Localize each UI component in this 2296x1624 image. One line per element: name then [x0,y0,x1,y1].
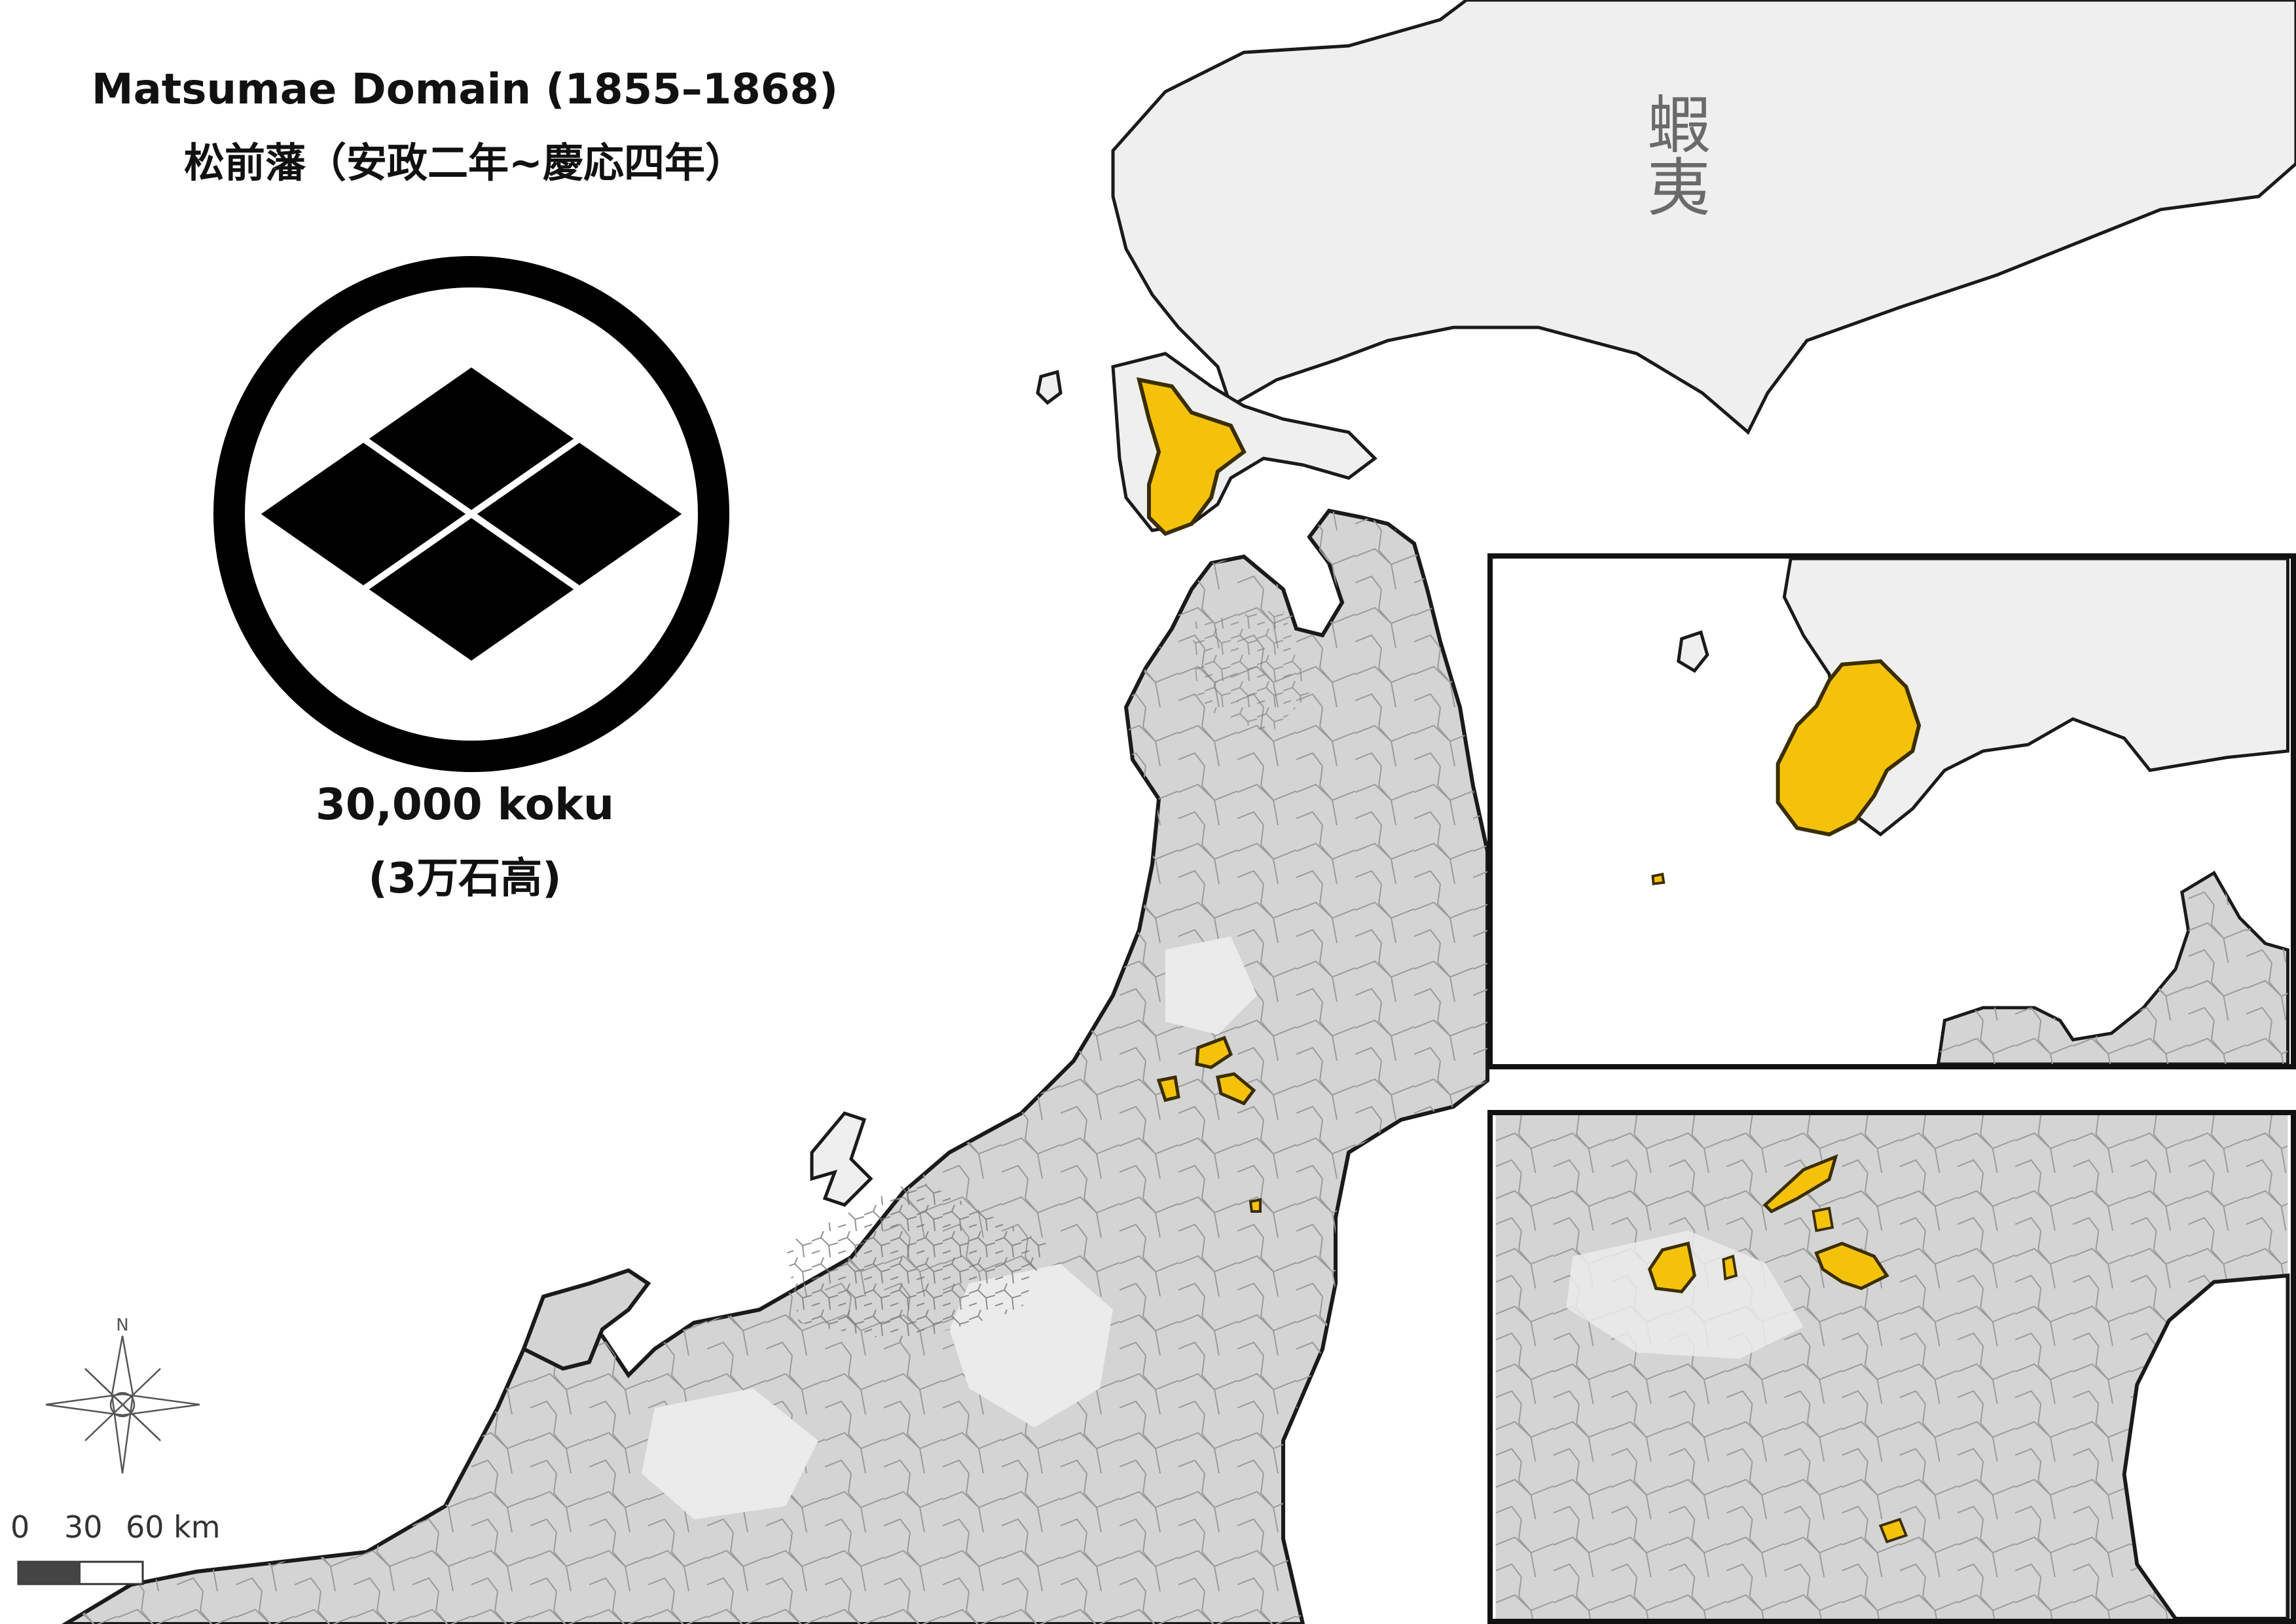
compass-north-label: N [116,1316,128,1335]
dense-settlement-area [786,1179,1048,1342]
inset-oshima-svg [1651,559,2289,1064]
matsumae-enclave-2 [1156,1075,1180,1102]
unmapped-area-3 [1165,936,1257,1035]
inset-enclave-mid [1812,1206,1834,1232]
inset-enclave-south [1878,1517,1908,1543]
inset-small-island [1651,872,1666,885]
inset-ezo-land [1782,559,2289,837]
ezo-label-text: 蝦夷 [1636,92,1710,217]
inset-okushiri-island [1677,630,1709,673]
inset-enclave-small [1722,1254,1738,1281]
ezo-region-label: 蝦夷 [1630,92,1715,231]
inset-enclaves-svg [1495,1115,2290,1619]
noto-peninsula [521,1268,651,1371]
scale-label-0: 0 [10,1509,30,1545]
koku-english: 30,000 koku [315,779,614,830]
inset-map-oshima [1487,553,2296,1069]
map-title-english: Matsumae Domain (1855–1868) [91,65,839,114]
okushiri-island [1036,369,1063,405]
unmapped-area-2 [642,1388,818,1519]
compass-rose [45,1335,200,1474]
inset-bay-water [2122,1273,2290,1619]
province-boundaries [65,511,1487,1624]
scale-bar [17,1560,144,1585]
matsumae-enclave-4 [1248,1198,1262,1213]
inset-map-enclaves [1487,1110,2296,1624]
dense-settlement-area-2 [1192,609,1309,733]
inset-enclave-north [1762,1154,1838,1213]
map-title-japanese: 松前藩（安政二年~慶応四年） [184,139,746,187]
inset-enclave-east [1814,1242,1889,1291]
ezo-landmass [1111,0,2296,435]
matsumae-enclave-1 [1195,1035,1233,1069]
scale-label-60: 60 km [126,1509,221,1545]
koku-japanese: (3万石高) [368,855,562,903]
inset-light-area [1566,1230,1804,1359]
matsumae-enclave-3 [1216,1072,1256,1106]
scale-label-30: 30 [64,1509,103,1545]
inset-boundaries [1938,873,2288,1064]
inset-enclave-west [1647,1241,1696,1293]
sado-island [810,1111,873,1207]
yotsubishi-crest [213,256,729,772]
matsumae-domain-territory [1136,377,1247,536]
inset-domain-territory [1776,659,1922,837]
